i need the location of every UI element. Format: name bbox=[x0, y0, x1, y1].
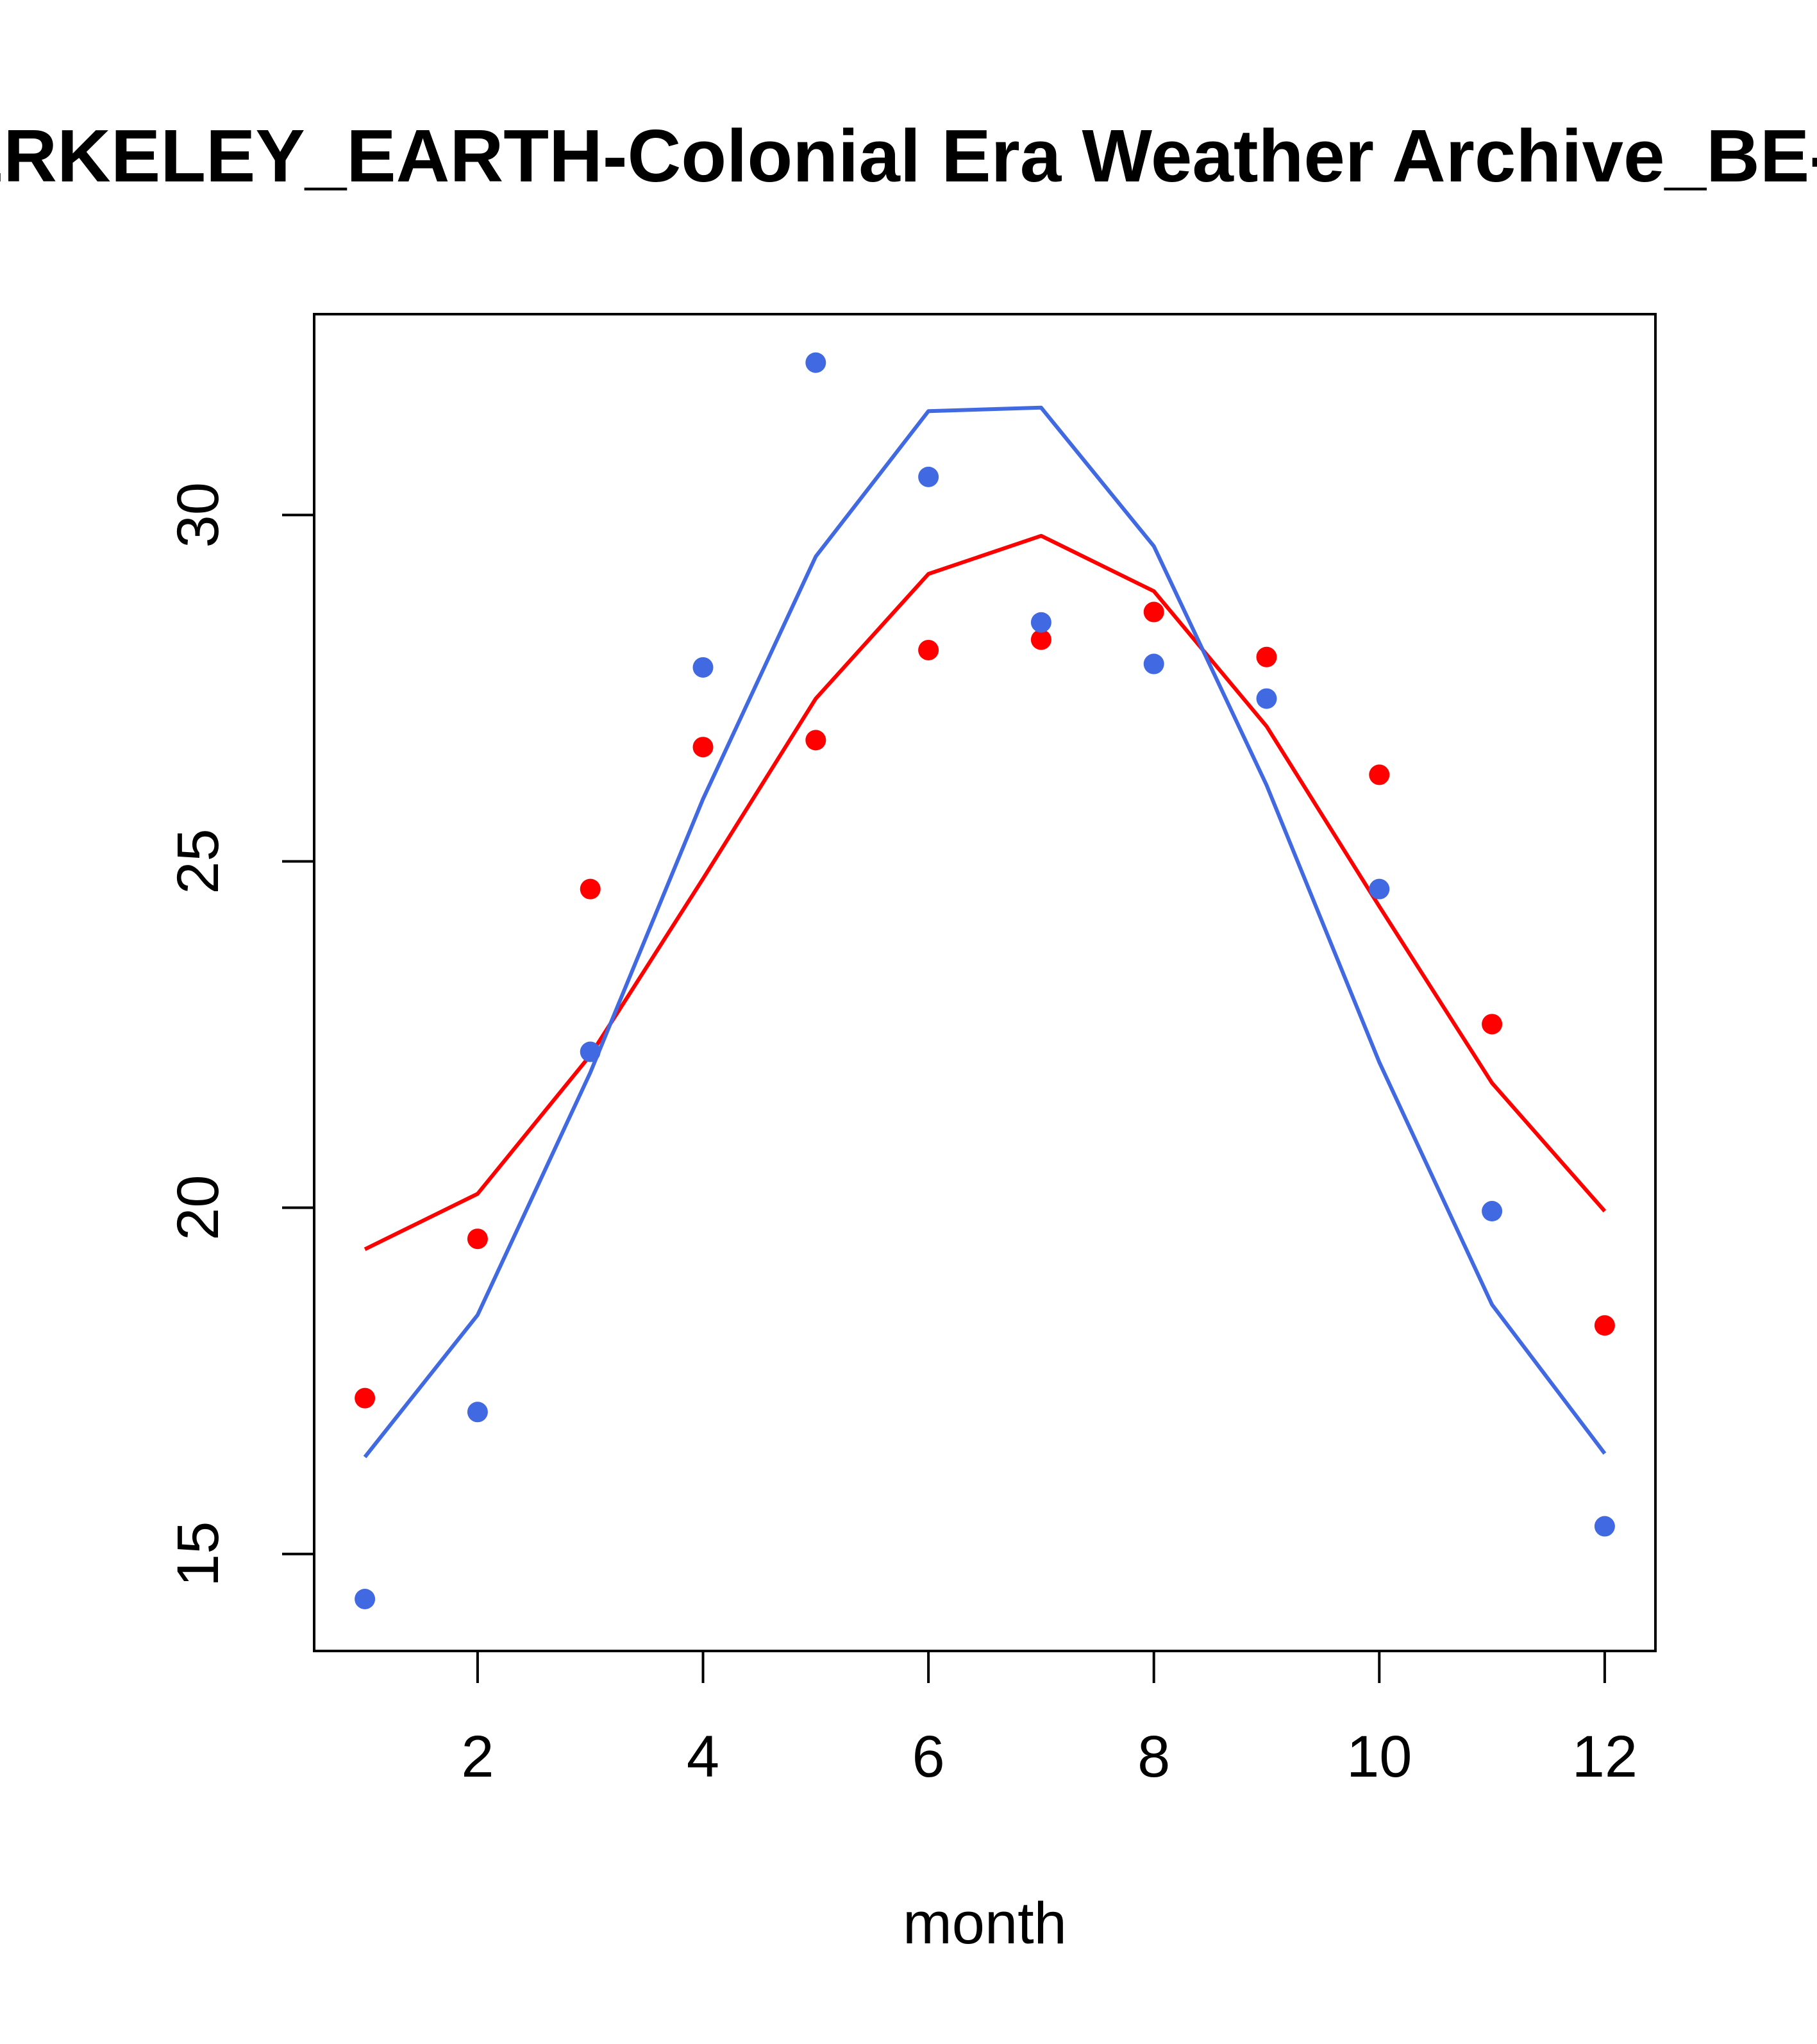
x-tick-label: 6 bbox=[912, 1724, 945, 1789]
blue-point bbox=[580, 1041, 601, 1062]
x-axis: 2 4 6 8 10 12 bbox=[461, 1650, 1637, 1789]
blue-point bbox=[805, 352, 826, 373]
red-point bbox=[580, 878, 601, 900]
blue-point bbox=[692, 657, 714, 678]
x-tick-label: 8 bbox=[1137, 1724, 1170, 1789]
blue-point bbox=[1482, 1201, 1503, 1222]
red-point bbox=[467, 1228, 488, 1250]
y-tick-label: 25 bbox=[165, 828, 231, 894]
blue-point bbox=[355, 1588, 376, 1609]
series-layer bbox=[355, 352, 1615, 1609]
red-point bbox=[692, 737, 714, 758]
chart-title: BERKELEY_EARTH-Colonial Era Weather Arch… bbox=[0, 114, 1817, 197]
red-point bbox=[1030, 629, 1051, 650]
x-tick-label: 10 bbox=[1346, 1724, 1412, 1789]
y-tick-label: 15 bbox=[165, 1521, 231, 1587]
x-tick-label: 12 bbox=[1572, 1724, 1637, 1789]
blue-point bbox=[467, 1402, 488, 1423]
plot-frame bbox=[313, 313, 1657, 1652]
red-line bbox=[364, 533, 1607, 1252]
y-axis: 15 20 25 30 bbox=[165, 482, 315, 1587]
blue-point bbox=[1594, 1516, 1615, 1537]
y-tick-label: 20 bbox=[165, 1175, 231, 1240]
blue-point bbox=[1369, 878, 1390, 900]
red-point bbox=[1594, 1315, 1615, 1336]
blue-line bbox=[363, 405, 1607, 1459]
red-point bbox=[1369, 764, 1390, 785]
y-tick-label: 30 bbox=[165, 482, 231, 548]
red-point bbox=[1256, 646, 1277, 667]
red-point bbox=[1482, 1014, 1503, 1035]
red-point bbox=[805, 730, 826, 751]
blue-point bbox=[1030, 612, 1051, 633]
red-point bbox=[355, 1387, 376, 1409]
x-tick-label: 2 bbox=[461, 1724, 494, 1789]
x-axis-label: month bbox=[903, 1891, 1067, 1956]
blue-point bbox=[918, 466, 939, 487]
blue-point bbox=[1143, 653, 1164, 674]
red-point bbox=[918, 639, 939, 660]
red-point bbox=[1143, 601, 1164, 623]
x-tick-label: 4 bbox=[687, 1724, 719, 1789]
blue-point bbox=[1256, 688, 1277, 709]
